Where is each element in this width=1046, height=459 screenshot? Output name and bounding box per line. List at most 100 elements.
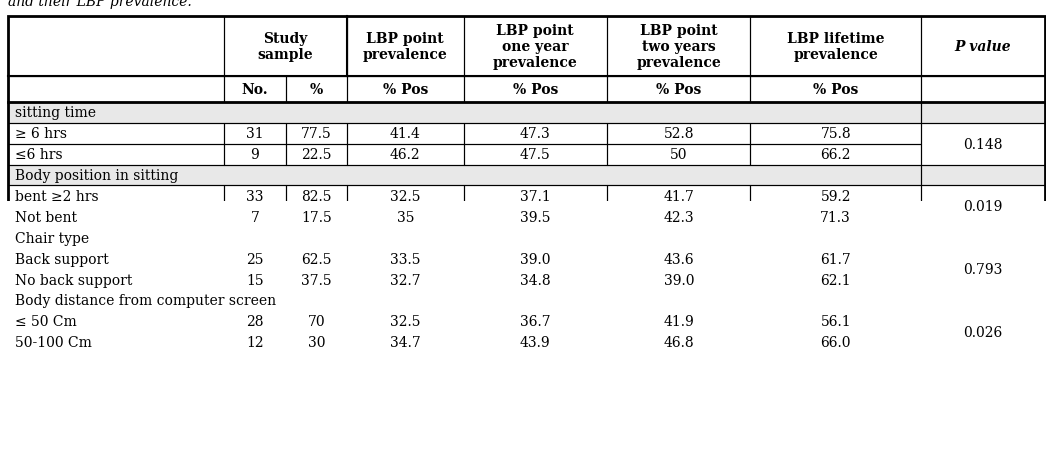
Text: 47.5: 47.5	[520, 148, 550, 162]
Bar	[607, 311, 750, 332]
Bar	[750, 311, 920, 332]
Bar	[224, 249, 286, 269]
Bar	[286, 207, 347, 228]
Bar	[8, 249, 224, 269]
Bar	[286, 77, 347, 103]
Bar	[224, 186, 286, 207]
Bar	[347, 207, 463, 228]
Text: Body position in sitting: Body position in sitting	[15, 168, 178, 183]
Text: 36.7: 36.7	[520, 314, 550, 329]
Text: 17.5: 17.5	[301, 210, 332, 224]
Text: 50-100 Cm: 50-100 Cm	[15, 336, 91, 349]
Text: 9: 9	[250, 148, 259, 162]
Bar	[224, 17, 347, 77]
Text: Chair type: Chair type	[15, 231, 89, 245]
Bar	[750, 249, 920, 269]
Bar	[8, 332, 224, 353]
Bar	[224, 207, 286, 228]
Text: LBP point
prevalence: LBP point prevalence	[363, 32, 448, 62]
Bar	[8, 228, 920, 249]
Bar	[463, 207, 607, 228]
Text: 62.5: 62.5	[301, 252, 332, 266]
Bar	[463, 311, 607, 332]
Bar	[920, 228, 1045, 249]
Bar	[920, 77, 1045, 103]
Bar	[347, 269, 463, 291]
Bar	[607, 249, 750, 269]
Bar	[286, 186, 347, 207]
Bar	[920, 311, 1045, 353]
Bar	[224, 269, 286, 291]
Bar	[463, 332, 607, 353]
Bar	[8, 249, 224, 269]
Bar	[8, 123, 224, 145]
Bar	[347, 145, 463, 165]
Bar	[920, 249, 1045, 291]
Bar	[607, 186, 750, 207]
Text: 32.5: 32.5	[390, 314, 420, 329]
Bar	[286, 145, 347, 165]
Text: 32.7: 32.7	[390, 273, 420, 287]
Bar	[463, 186, 607, 207]
Bar	[286, 332, 347, 353]
Bar	[607, 17, 750, 77]
Bar	[607, 77, 750, 103]
Bar	[920, 186, 1045, 228]
Bar	[463, 123, 607, 145]
Bar	[463, 269, 607, 291]
Bar	[286, 145, 347, 165]
Bar	[750, 269, 920, 291]
Bar	[8, 165, 920, 186]
Text: 0.793: 0.793	[963, 263, 1003, 276]
Bar	[286, 249, 347, 269]
Bar	[224, 77, 286, 103]
Bar	[8, 165, 920, 186]
Bar	[750, 186, 920, 207]
Text: 31: 31	[246, 127, 264, 141]
Bar	[347, 123, 463, 145]
Bar	[286, 311, 347, 332]
Bar	[286, 186, 347, 207]
Text: 39.5: 39.5	[520, 210, 550, 224]
Text: 61.7: 61.7	[820, 252, 851, 266]
Text: ≤ 50 Cm: ≤ 50 Cm	[15, 314, 76, 329]
Text: Not bent: Not bent	[15, 210, 76, 224]
Bar	[8, 145, 224, 165]
Text: 12: 12	[246, 336, 264, 349]
Bar	[347, 269, 463, 291]
Text: 34.8: 34.8	[520, 273, 550, 287]
Text: 43.9: 43.9	[520, 336, 550, 349]
Bar	[8, 186, 224, 207]
Bar	[224, 123, 286, 145]
Bar	[286, 269, 347, 291]
Bar	[920, 291, 1045, 311]
Bar	[224, 269, 286, 291]
Bar	[750, 332, 920, 353]
Bar	[750, 17, 920, 77]
Bar	[750, 17, 920, 77]
Bar	[920, 123, 1045, 165]
Text: 39.0: 39.0	[663, 273, 693, 287]
Bar	[607, 123, 750, 145]
Bar	[8, 269, 224, 291]
Text: 33: 33	[246, 190, 264, 203]
Bar	[224, 77, 286, 103]
Bar	[750, 145, 920, 165]
Bar	[224, 123, 286, 145]
Text: %: %	[310, 83, 323, 97]
Bar	[750, 123, 920, 145]
Text: 46.2: 46.2	[390, 148, 420, 162]
Bar	[224, 186, 286, 207]
Text: 25: 25	[246, 252, 264, 266]
Text: 7: 7	[250, 210, 259, 224]
Bar	[750, 311, 920, 332]
Bar	[8, 291, 920, 311]
Text: 0.019: 0.019	[963, 200, 1003, 214]
Bar	[607, 311, 750, 332]
Bar	[224, 17, 347, 77]
Bar	[607, 17, 750, 77]
Text: 50: 50	[670, 148, 687, 162]
Bar	[8, 269, 224, 291]
Bar	[920, 228, 1045, 249]
Text: % Pos: % Pos	[656, 83, 702, 97]
